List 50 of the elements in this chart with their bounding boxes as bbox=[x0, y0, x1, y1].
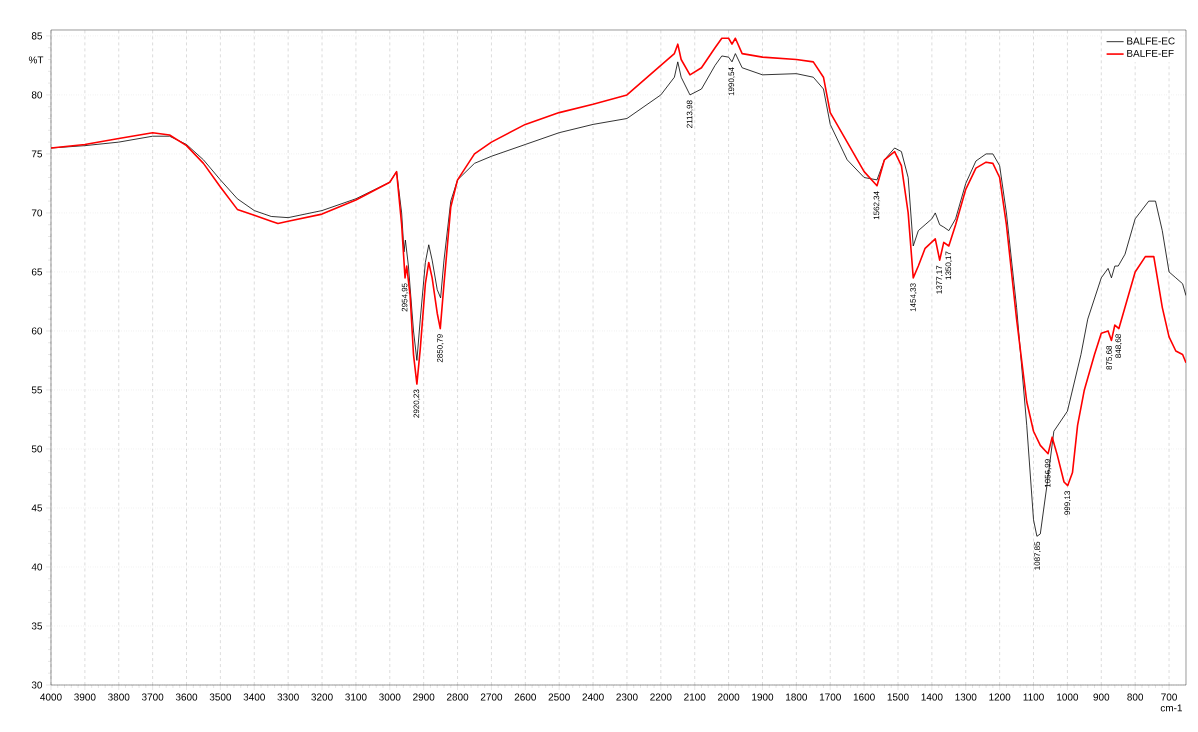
x-tick-label: 2000 bbox=[718, 693, 740, 701]
x-tick-label: 2700 bbox=[480, 693, 503, 701]
y-tick-label: 30 bbox=[31, 681, 43, 689]
y-tick-label: 80 bbox=[31, 91, 43, 99]
x-tick-label: 3000 bbox=[379, 693, 401, 701]
y-tick-label: 40 bbox=[31, 563, 43, 571]
legend-label: BALFE-EC bbox=[1127, 37, 1175, 45]
x-tick-label: 2200 bbox=[650, 693, 672, 701]
x-tick-label: 2600 bbox=[514, 693, 537, 701]
y-tick-label: 55 bbox=[31, 386, 43, 394]
y-tick-label: 35 bbox=[31, 622, 43, 630]
x-tick-label: 3700 bbox=[141, 693, 164, 701]
x-tick-label: 1700 bbox=[819, 693, 841, 701]
x-tick-label: 3800 bbox=[108, 693, 130, 701]
y-tick-label: 75 bbox=[31, 150, 43, 158]
x-tick-label: 3500 bbox=[209, 693, 232, 701]
x-tick-label: 1900 bbox=[752, 693, 774, 701]
x-tick-label: 3900 bbox=[74, 693, 96, 701]
x-tick-label: 4000 bbox=[40, 693, 62, 701]
legend-label: BALFE-EF bbox=[1127, 49, 1174, 57]
x-tick-label: 800 bbox=[1127, 693, 1144, 701]
x-tick-label: 1500 bbox=[887, 693, 909, 701]
y-tick-label: 45 bbox=[31, 504, 43, 512]
x-tick-label: 2300 bbox=[616, 693, 638, 701]
x-tick-label: 3200 bbox=[311, 693, 333, 701]
x-tick-label: 1400 bbox=[921, 693, 943, 701]
x-tick-label: 2900 bbox=[413, 693, 435, 701]
x-tick-label: 3100 bbox=[345, 693, 367, 701]
y-axis-title: %T bbox=[28, 56, 44, 64]
x-tick-label: 1000 bbox=[1057, 693, 1079, 701]
y-tick-label: 65 bbox=[31, 268, 43, 276]
x-tick-label: 1200 bbox=[989, 693, 1011, 701]
x-axis-title: cm-1 bbox=[1160, 704, 1182, 712]
x-tick-label: 2100 bbox=[684, 693, 706, 701]
y-tick-label: 85 bbox=[31, 32, 43, 40]
x-tick-label: 900 bbox=[1093, 693, 1110, 701]
x-tick-label: 1800 bbox=[786, 693, 808, 701]
x-tick-label: 2500 bbox=[548, 693, 570, 701]
x-tick-label: 1100 bbox=[1023, 693, 1044, 701]
y-tick-label: 70 bbox=[31, 209, 43, 217]
y-tick-label: 50 bbox=[31, 445, 43, 453]
x-tick-label: 700 bbox=[1161, 693, 1177, 701]
x-tick-label: 3600 bbox=[175, 693, 198, 701]
x-tick-label: 3400 bbox=[243, 693, 265, 701]
x-tick-label: 2800 bbox=[446, 693, 469, 701]
x-tick-label: 1600 bbox=[853, 693, 875, 701]
x-tick-label: 3300 bbox=[277, 693, 299, 701]
x-tick-label: 2400 bbox=[582, 693, 604, 701]
y-tick-label: 60 bbox=[31, 327, 43, 335]
x-tick-label: 1300 bbox=[955, 693, 977, 701]
